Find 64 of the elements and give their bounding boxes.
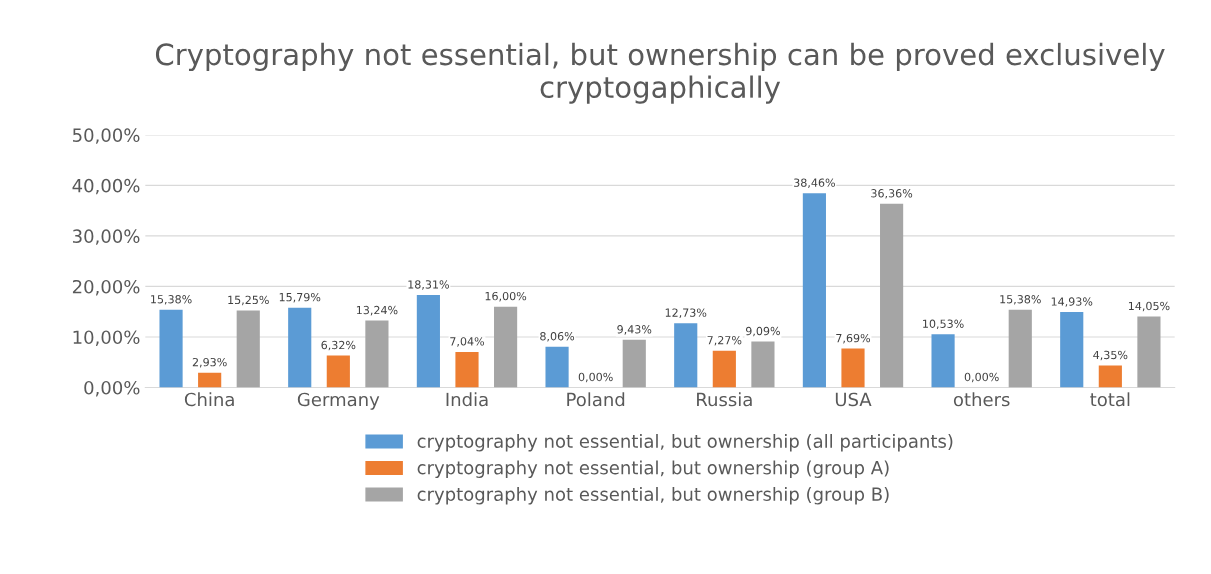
data-label: 7,27% [707, 336, 742, 346]
bar [416, 294, 440, 388]
y-tick-label: 50,00% [73, 128, 140, 144]
x-tick-label: Russia [697, 392, 752, 407]
legend-label: cryptography not essential, but ownership (all participants) [417, 434, 953, 452]
chart-title: Cryptography not essential, but ownership can be proved exclusively cryptogaphically [155, 42, 1165, 104]
bar [751, 341, 775, 388]
bar [931, 334, 955, 388]
y-tick-label: 40,00% [72, 178, 140, 195]
data-label: 15,38% [1000, 295, 1041, 305]
bar [326, 355, 350, 388]
bar [198, 372, 222, 388]
data-label: 15,38% [151, 295, 192, 305]
x-tick-label: India [446, 392, 488, 407]
bar [1008, 309, 1032, 388]
x-tick-label: total [1090, 392, 1130, 407]
data-label: 14,05% [1128, 301, 1170, 312]
data-label: 15,79% [279, 292, 321, 303]
x-tick-label: China [184, 392, 234, 407]
y-tick-label: 10,00% [73, 330, 140, 346]
x-tick-label: Poland [567, 392, 625, 407]
bar [1098, 365, 1122, 388]
data-label: 10,53% [923, 319, 964, 330]
bar [622, 339, 646, 388]
bar [712, 350, 736, 388]
y-tick-label: 30,00% [72, 229, 140, 245]
bar [288, 307, 312, 388]
legend-label: cryptography not essential, but ownership (group B) [417, 487, 889, 505]
data-label: 0,00% [964, 372, 999, 383]
data-label: 7,04% [450, 337, 485, 347]
data-label: 38,46% [794, 178, 835, 188]
y-tick-label: 20,00% [72, 279, 140, 296]
bar [159, 309, 183, 388]
data-label: 15,25% [228, 295, 269, 306]
bar [841, 348, 865, 388]
data-label: 7,69% [836, 333, 871, 344]
bar [674, 323, 698, 388]
bar [1060, 312, 1084, 388]
bar [494, 306, 518, 388]
x-tick-label: Germany [297, 392, 380, 410]
x-tick-label: USA [835, 392, 872, 407]
data-label: 4,35% [1093, 350, 1128, 361]
data-label: 16,00% [485, 291, 527, 302]
y-tick-label: 0,00% [84, 380, 140, 397]
bar [236, 310, 260, 388]
bar [802, 193, 826, 388]
data-label: 8,06% [540, 332, 575, 342]
data-label: 12,73% [665, 308, 707, 318]
data-label: 0,00% [578, 372, 613, 383]
legend-label: cryptography not essential, but ownership (group A) [417, 460, 889, 478]
data-label: 13,24% [356, 305, 398, 316]
x-tick-label: others [953, 392, 1010, 407]
bar [545, 346, 569, 388]
data-label: 18,31% [408, 280, 449, 290]
data-label: 9,09% [745, 326, 780, 337]
bar [365, 320, 389, 388]
data-label: 2,93% [192, 357, 227, 368]
data-label: 14,93% [1051, 297, 1093, 307]
bar [880, 203, 904, 388]
data-label: 6,32% [321, 340, 356, 351]
data-label: 36,36% [871, 189, 913, 199]
bar [455, 351, 479, 388]
data-label: 9,43% [617, 325, 652, 335]
bar [1137, 316, 1161, 388]
